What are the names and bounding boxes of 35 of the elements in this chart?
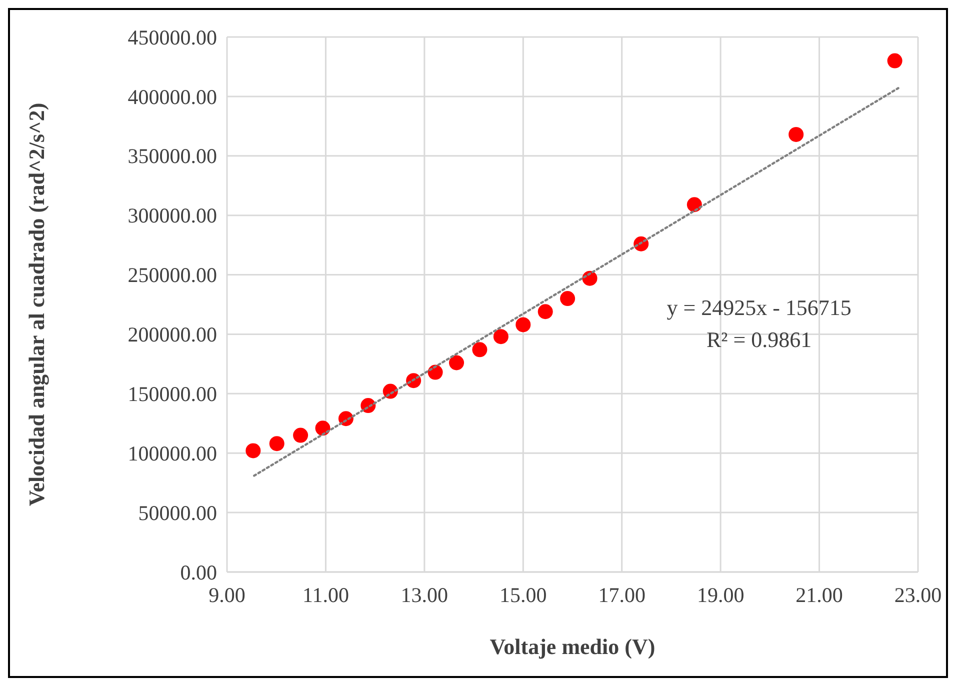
point	[472, 342, 488, 358]
x-tick-label: 15.00	[500, 583, 547, 607]
annotation: R² = 0.9861	[706, 327, 812, 352]
x-tick-label: 17.00	[598, 583, 646, 607]
y-tick-label: 100000.00	[128, 441, 217, 466]
y-tick-label: 450000.00	[128, 25, 217, 50]
y-tick-label: 250000.00	[128, 263, 217, 288]
y-axis-title: Velocidad angular al cuadrado (rad^2/s^2)	[24, 102, 49, 506]
y-tick-label: 200000.00	[128, 322, 217, 347]
y-tick-label: 400000.00	[128, 84, 217, 109]
point	[686, 197, 702, 212]
y-tick-label: 150000.00	[128, 382, 217, 406]
point	[516, 317, 531, 332]
point	[560, 291, 576, 306]
x-axis-title: Voltaje medio (V)	[490, 634, 656, 659]
y-tick-label: 50000.00	[138, 500, 217, 525]
x-tick-label: 23.00	[894, 583, 942, 607]
point	[788, 126, 804, 142]
point	[493, 329, 508, 344]
point	[246, 443, 261, 458]
point	[449, 355, 464, 370]
x-tick-label: 11.00	[302, 583, 349, 607]
point	[293, 428, 308, 443]
x-tick-label: 13.00	[400, 583, 448, 607]
y-tick-label: 300000.00	[128, 204, 217, 228]
point	[887, 53, 902, 68]
y-tick-label: 0.00	[180, 560, 217, 584]
y-tick-label: 350000.00	[128, 144, 217, 168]
point	[269, 436, 284, 452]
x-tick-label: 9.00	[208, 583, 246, 607]
annotation: y = 24925x - 156715	[666, 295, 852, 320]
x-tick-label: 19.00	[696, 583, 744, 607]
point	[315, 420, 330, 436]
x-tick-label: 21.00	[796, 583, 843, 607]
point	[538, 304, 553, 320]
